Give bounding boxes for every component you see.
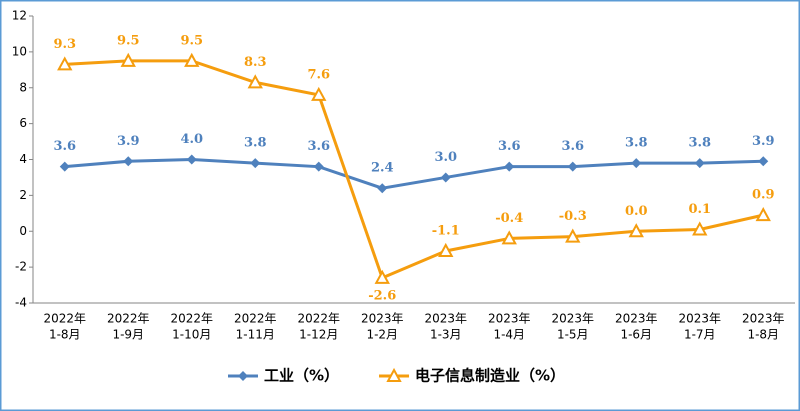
marker xyxy=(758,156,769,167)
x-tick-label: 1-10月 xyxy=(172,328,211,342)
marker xyxy=(755,207,771,222)
x-tick-label: 1-6月 xyxy=(620,328,652,342)
marker xyxy=(57,56,73,71)
data-label: 0.0 xyxy=(625,204,648,219)
marker xyxy=(565,228,581,243)
data-label: 9.3 xyxy=(53,37,76,52)
marker xyxy=(628,223,644,238)
data-label: 4.0 xyxy=(180,132,203,147)
y-tick-label: 10 xyxy=(12,44,27,58)
data-label: 9.5 xyxy=(180,33,203,48)
data-label: 2.4 xyxy=(371,161,394,176)
data-label: -2.6 xyxy=(368,288,396,303)
y-tick-label: 4 xyxy=(19,152,27,166)
data-label: 3.6 xyxy=(53,139,76,154)
x-tick-label: 1-12月 xyxy=(299,328,338,342)
data-label: -1.1 xyxy=(432,223,460,238)
data-label: -0.3 xyxy=(559,209,587,224)
data-label: 3.6 xyxy=(498,139,521,154)
x-tick-label: 1-9月 xyxy=(112,328,144,342)
x-tick-label: 1-7月 xyxy=(684,328,716,342)
y-tick-label: 12 xyxy=(12,9,27,23)
x-tick-label: 2023年 xyxy=(678,312,721,326)
x-tick-label: 1-3月 xyxy=(430,328,462,342)
marker xyxy=(377,183,388,194)
data-label: 3.8 xyxy=(244,136,267,151)
x-tick-label: 2023年 xyxy=(361,312,404,326)
x-tick-label: 1-8月 xyxy=(747,328,779,342)
data-label: 3.9 xyxy=(752,134,775,149)
marker xyxy=(311,86,327,101)
series-line xyxy=(64,157,764,190)
marker xyxy=(504,161,515,172)
x-tick-label: 2022年 xyxy=(234,312,277,326)
legend-marker xyxy=(386,367,402,382)
marker xyxy=(59,161,70,172)
data-label: 7.6 xyxy=(307,67,330,82)
marker xyxy=(184,52,200,67)
y-tick-label: 0 xyxy=(19,224,27,238)
marker xyxy=(250,158,261,169)
x-tick-label: 2023年 xyxy=(551,312,594,326)
data-label: 3.6 xyxy=(561,139,584,154)
legend-label: 电子信息制造业（%） xyxy=(415,367,565,385)
data-label: 3.6 xyxy=(307,139,330,154)
legend-marker xyxy=(238,371,248,381)
x-tick-label: 1-11月 xyxy=(236,328,275,342)
legend-label: 工业（%） xyxy=(264,367,339,385)
x-tick-label: 1-2月 xyxy=(366,328,398,342)
x-tick-label: 2022年 xyxy=(297,312,340,326)
x-tick-label: 2023年 xyxy=(488,312,531,326)
x-tick-label: 2022年 xyxy=(43,312,86,326)
marker xyxy=(247,74,263,89)
marker xyxy=(374,269,390,284)
marker xyxy=(631,158,642,169)
marker xyxy=(694,158,705,169)
y-tick-label: 6 xyxy=(19,116,27,130)
marker xyxy=(186,154,197,165)
marker xyxy=(438,242,454,257)
x-tick-label: 1-8月 xyxy=(49,328,81,342)
marker xyxy=(692,221,708,236)
y-tick-label: 8 xyxy=(19,80,27,94)
series-line xyxy=(64,59,764,280)
y-tick-label: -4 xyxy=(15,296,27,310)
marker xyxy=(440,172,451,183)
marker xyxy=(501,230,517,245)
x-tick-label: 1-4月 xyxy=(493,328,525,342)
data-label: 3.8 xyxy=(625,136,648,151)
y-tick-label: -2 xyxy=(15,260,27,274)
marker xyxy=(123,156,134,167)
x-tick-label: 1-5月 xyxy=(557,328,589,342)
y-tick-label: 2 xyxy=(19,188,27,202)
marker xyxy=(120,52,136,67)
x-tick-label: 2022年 xyxy=(170,312,213,326)
data-label: 0.1 xyxy=(688,202,711,217)
data-label: 3.9 xyxy=(117,134,140,149)
x-tick-label: 2023年 xyxy=(424,312,467,326)
x-tick-label: 2022年 xyxy=(107,312,150,326)
data-label: 0.9 xyxy=(752,188,775,203)
data-label: 8.3 xyxy=(244,55,267,70)
data-label: 3.0 xyxy=(434,150,457,165)
data-label: -0.4 xyxy=(495,211,523,226)
data-label: 9.5 xyxy=(117,33,140,48)
marker xyxy=(567,161,578,172)
x-tick-label: 2023年 xyxy=(742,312,785,326)
x-tick-label: 2023年 xyxy=(615,312,658,326)
data-label: 3.8 xyxy=(688,136,711,151)
marker xyxy=(313,161,324,172)
